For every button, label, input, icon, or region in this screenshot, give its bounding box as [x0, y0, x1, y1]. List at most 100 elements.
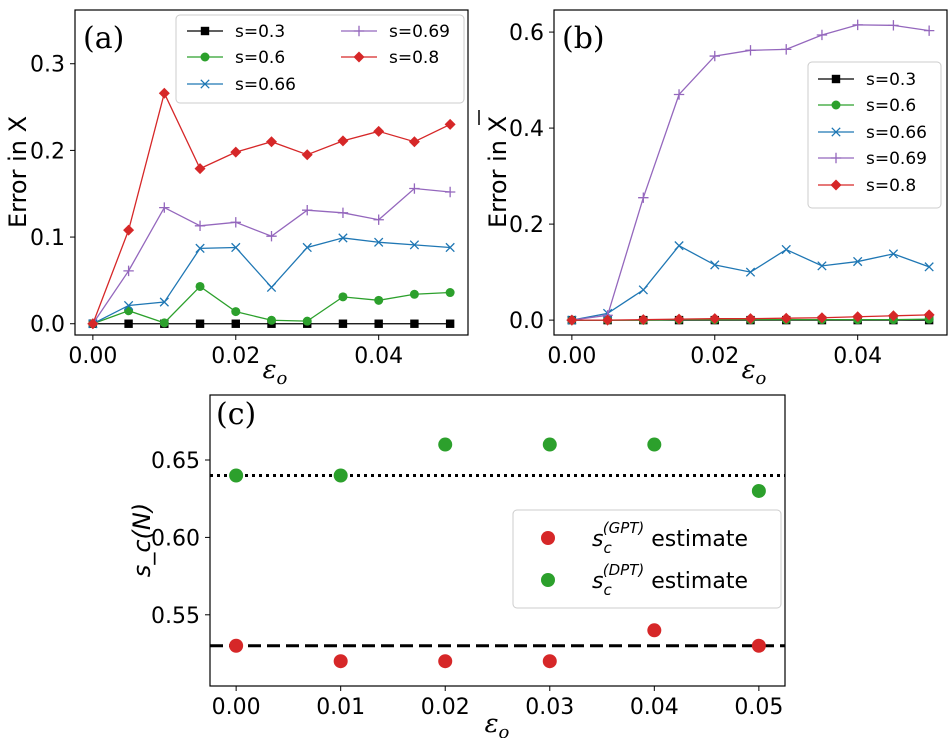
panel-a-series-s=0.6 — [88, 281, 455, 329]
panel-a-legend-label-1: s=0.6 — [235, 48, 285, 68]
panel-a-ticks: 0.00 0.02 0.04 0.0 0.1 0.2 0.3 — [30, 53, 403, 369]
panel-a-ytick-label-3: 0.3 — [30, 53, 65, 78]
panel-a-xtick-label-0: 0.00 — [68, 344, 117, 369]
panel-a-point-s=0.66-5 — [266, 282, 277, 292]
panel-c-legend-box — [512, 509, 782, 609]
panel-a-legend-marker-1 — [200, 52, 210, 62]
svg-text:Error in X: Error in X — [484, 116, 512, 228]
panel-c-point-dpt-2 — [438, 437, 453, 452]
panel-a-series-s=0.69 — [87, 183, 456, 329]
panel-c-legend-label-gpt: sc (GPT) estimate — [592, 519, 748, 557]
panel-b-point-s=0.8-5 — [745, 313, 756, 325]
panel-b-legend-label-2: s=0.66 — [866, 123, 927, 143]
panel-b-point-s=0.8-9 — [887, 310, 899, 322]
panel-a-point-s=0.3-1 — [124, 319, 133, 328]
panel-b-legend: s=0.3 s=0.6 s=0.66 s=0.69 s=0.8 — [807, 61, 942, 209]
panel-b-point-s=0.69-3 — [673, 89, 685, 100]
panel-a-tag: (a) — [83, 21, 124, 56]
panel-a-legend: s=0.3 s=0.6 s=0.66 s=0.69 s=0.8 — [175, 14, 465, 104]
panel-a-point-s=0.66-3 — [195, 243, 205, 253]
panel-a-point-s=0.6-2 — [159, 318, 169, 328]
panel-b-point-s=0.69-7 — [816, 29, 828, 41]
panel-a-point-s=0.6-5 — [267, 315, 276, 325]
panel-b-point-s=0.8-6 — [780, 312, 792, 324]
panel-c-xtick-label-4: 0.04 — [630, 695, 679, 720]
panel-b-xlabel: εo — [742, 355, 767, 389]
panel-a-point-s=0.6-3 — [195, 281, 205, 291]
panel-b-series-s=0.8 — [566, 309, 935, 326]
panel-c-legend-dpt-suffix: estimate — [651, 569, 748, 594]
panel-c-point-gpt-3 — [542, 654, 557, 669]
panel-c-xtick-label-1: 0.01 — [316, 695, 365, 720]
panel-a-point-s=0.69-2 — [159, 202, 170, 213]
panel-c-xtick-label-3: 0.03 — [525, 695, 574, 720]
panel-a-point-s=0.8-9 — [408, 136, 420, 148]
panel-b-xtick-label-1: 0.02 — [690, 344, 739, 369]
panel-c-ylabel-text: s_c(N) — [128, 503, 156, 577]
panel-a-legend-marker-2 — [200, 79, 210, 89]
panel-b-point-s=0.69-8 — [852, 19, 863, 31]
panel-c-point-gpt-4 — [647, 623, 662, 638]
panel-b-frame — [553, 9, 948, 336]
panel-a-legend-label-2: s=0.66 — [235, 75, 296, 95]
panel-c-series-gpt — [229, 623, 766, 669]
panel-b-point-s=0.66-4 — [710, 260, 720, 270]
panel-c-point-gpt-0 — [229, 638, 244, 653]
panel-a-point-s=0.3-7 — [338, 319, 348, 328]
panel-b-xtick-label-0: 0.00 — [547, 344, 596, 369]
panel-b-series-s=0.69 — [566, 19, 935, 326]
panel-b-point-s=0.8-8 — [852, 311, 864, 323]
panel-b-point-s=0.69-9 — [888, 20, 899, 31]
panel-a-point-s=0.69-10 — [444, 186, 456, 198]
panel-a: 0.00 0.02 0.040.00.10.20.3 (a) Error in X … — [4, 9, 469, 389]
panel-a-point-s=0.8-5 — [266, 136, 277, 148]
panel-c-xtick-label-0: 0.00 — [212, 695, 261, 720]
panel-c-legend: sc(GPT) estimate sc(DPT) estimate — [512, 509, 782, 609]
panel-a-point-s=0.66-7 — [338, 233, 348, 243]
svg-text:s_c(N): s_c(N) — [128, 503, 156, 577]
panel-a-xtick-label-1: 0.02 — [211, 344, 260, 369]
panel-a-point-s=0.8-1 — [123, 224, 135, 236]
panel-c-xlabel: εo — [485, 709, 510, 738]
panel-a-point-s=0.66-8 — [374, 237, 384, 247]
panel-a-point-s=0.6-6 — [302, 316, 312, 326]
panel-a-point-s=0.66-2 — [159, 297, 169, 307]
panel-a-point-s=0.3-9 — [410, 319, 419, 328]
panel-a-xlabel: εo — [263, 355, 288, 389]
panel-c-legend-gpt-sub: c — [603, 539, 612, 557]
panel-b-point-s=0.8-4 — [709, 313, 721, 325]
panel-c-legend-gpt-suffix: estimate — [651, 527, 748, 552]
panel-c-legend-gpt-base: s — [592, 527, 603, 552]
panel-b-legend-box — [807, 61, 942, 209]
panel-a-point-s=0.66-1 — [123, 300, 134, 311]
panel-a-point-s=0.8-2 — [158, 87, 170, 99]
panel-b-legend-marker-0 — [831, 74, 841, 84]
panel-b-point-s=0.69-6 — [781, 44, 792, 55]
panel-a-point-s=0.6-8 — [374, 295, 384, 305]
panel-b-series — [566, 19, 935, 326]
panel-a-point-s=0.8-8 — [373, 125, 385, 137]
panel-a-ylabel: Error in X — [4, 116, 32, 228]
panel-c-point-dpt-5 — [751, 483, 766, 498]
panel-b-xlabel-sub: o — [756, 368, 767, 389]
panel-b-point-s=0.66-2 — [638, 285, 648, 295]
panel-a-point-s=0.8-0 — [87, 318, 99, 330]
panel-b-point-s=0.66-10 — [924, 262, 934, 272]
panel-a-point-s=0.6-9 — [409, 289, 419, 299]
panel-b-point-s=0.69-2 — [638, 192, 649, 203]
panel-c-frame — [209, 394, 786, 687]
panel-a-point-s=0.8-7 — [337, 135, 349, 147]
panel-c-reference-lines — [210, 473, 785, 648]
panel-a-point-s=0.6-4 — [231, 307, 241, 317]
panel-b-point-s=0.69-10 — [923, 25, 935, 36]
panel-b-point-s=0.66-7 — [817, 261, 827, 271]
panel-c-legend-marker-dpt — [541, 573, 555, 587]
panel-c-point-gpt-1 — [333, 654, 348, 669]
panel-b-legend-label-4: s=0.8 — [866, 176, 916, 196]
panel-c-legend-label-dpt: sc (DPT) estimate — [592, 561, 748, 599]
panel-a-series-s=0.8 — [87, 87, 456, 330]
panel-a-point-s=0.69-6 — [302, 205, 313, 216]
panel-a-point-s=0.8-6 — [301, 149, 313, 161]
panel-c-point-dpt-3 — [542, 437, 557, 452]
panel-b-point-s=0.8-10 — [923, 309, 935, 321]
